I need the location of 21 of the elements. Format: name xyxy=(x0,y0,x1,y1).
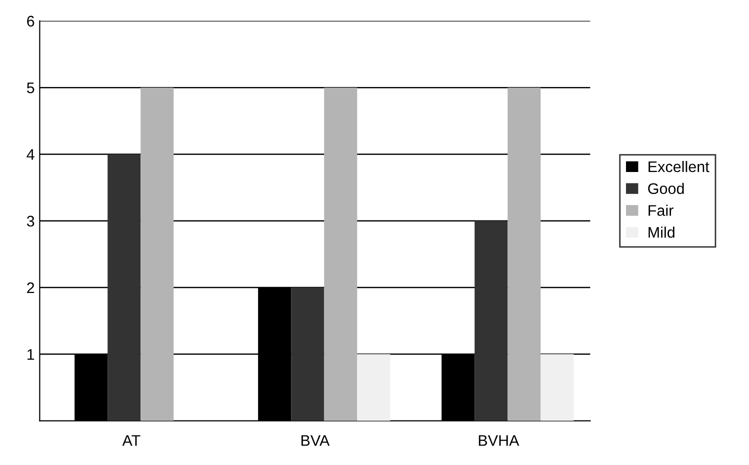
y-tick-label: 4 xyxy=(26,149,34,160)
y-tick-label: 5 xyxy=(26,82,34,94)
legend-label: Excellent xyxy=(648,160,710,172)
bar xyxy=(474,220,508,421)
legend-label: Fair xyxy=(648,204,674,216)
bar xyxy=(291,288,324,421)
y-tick-label: 2 xyxy=(27,282,34,294)
bar xyxy=(108,154,141,421)
x-tick-label: BVA xyxy=(301,435,330,446)
legend-label: Good xyxy=(648,182,684,194)
bar xyxy=(508,88,541,421)
y-tick-label: 1 xyxy=(28,349,34,360)
bar xyxy=(140,88,174,421)
bar xyxy=(357,354,390,421)
x-tick-label: BVHA xyxy=(478,435,520,446)
y-tick-label: 3 xyxy=(26,216,34,227)
y-tick-label: 6 xyxy=(27,16,34,27)
x-tick-label: AT xyxy=(122,435,140,446)
bar xyxy=(540,354,574,421)
bar xyxy=(324,88,358,421)
legend-label: Mild xyxy=(648,226,674,238)
